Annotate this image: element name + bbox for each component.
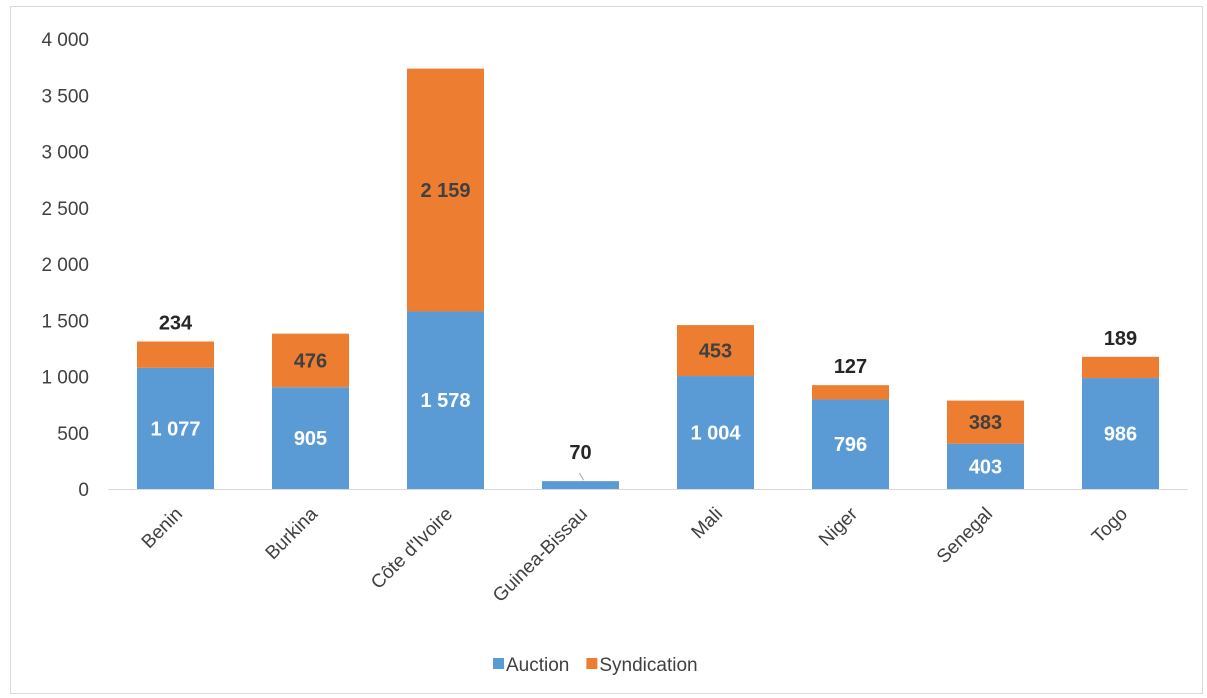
y-tick-label: 500	[57, 424, 89, 445]
x-tick-label: Niger	[815, 503, 862, 550]
y-tick-label: 2 000	[41, 255, 89, 276]
bar-auction-mali	[677, 376, 754, 489]
data-label-syndication-mali: 453	[699, 341, 732, 363]
y-tick-label: 0	[78, 480, 89, 501]
legend-swatch-auction	[493, 658, 504, 669]
bar-auction-guinea-bissau	[542, 481, 619, 489]
bars	[137, 68, 1159, 489]
bar-syndication-benin	[137, 341, 214, 368]
bar-auction-burkina	[272, 387, 349, 489]
bar-auction-c-te-d-ivoire	[407, 311, 484, 489]
data-label-auction-benin: 1 077	[150, 418, 200, 440]
legend-label-auction: Auction	[506, 655, 569, 676]
data-label-syndication-benin: 234	[159, 313, 193, 335]
leader-line	[579, 472, 584, 481]
y-tick-label: 3 000	[41, 143, 89, 164]
data-label-syndication-c-te-d-ivoire: 2 159	[420, 180, 470, 202]
y-tick-label: 1 500	[41, 311, 89, 332]
x-axis: Benin Burkina Côte d'Ivoire Guinea-Bissau Ma…	[108, 489, 1188, 607]
data-label-auction-mali: 1 004	[690, 423, 741, 445]
bar-syndication-c-te-d-ivoire	[407, 68, 484, 312]
x-tick-label: Mali	[688, 504, 727, 543]
bar-syndication-mali	[677, 325, 754, 377]
y-tick-label: 1 000	[41, 368, 89, 389]
data-label-syndication-niger: 127	[834, 356, 867, 378]
bar-auction-togo	[1082, 378, 1159, 489]
data-label-syndication-senegal: 383	[969, 412, 1002, 434]
data-label-auction-togo: 986	[1104, 424, 1137, 446]
y-tick-label: 2 500	[41, 199, 89, 220]
y-axis: 0 500 1 000 1 500 2 000 2 500 3 000 3 500 4 000	[41, 30, 89, 501]
x-tick-label: Burkina	[262, 503, 323, 564]
bar-syndication-burkina	[272, 333, 349, 388]
bar-auction-niger	[812, 399, 889, 489]
y-tick-label: 3 500	[41, 86, 89, 107]
bar-syndication-senegal	[947, 400, 1024, 444]
data-label-auction-guinea-bissau: 70	[569, 442, 591, 464]
bar-syndication-togo	[1082, 356, 1159, 379]
x-tick-label: Guinea-Bissau	[489, 504, 592, 607]
x-tick-label: Côte d'Ivoire	[367, 504, 457, 594]
data-labels: 1 077 234 905 476 1 578 2 159 70 1 004 453 796 127…	[150, 180, 1137, 481]
legend: Auction Syndication	[493, 655, 698, 676]
data-label-syndication-togo: 189	[1104, 328, 1137, 350]
bar-syndication-niger	[812, 385, 889, 400]
data-label-auction-c-te-d-ivoire: 1 578	[420, 390, 470, 412]
x-tick-label: Togo	[1088, 504, 1132, 548]
data-label-syndication-burkina: 476	[294, 350, 327, 372]
legend-swatch-syndication	[586, 658, 598, 669]
data-label-auction-burkina: 905	[294, 428, 327, 450]
legend-label-syndication: Syndication	[599, 655, 697, 676]
x-tick-label: Senegal	[933, 504, 997, 568]
bar-auction-benin	[137, 367, 214, 489]
y-tick-label: 4 000	[41, 30, 89, 51]
bar-auction-senegal	[947, 443, 1024, 489]
x-tick-label: Benin	[138, 504, 187, 553]
data-label-auction-senegal: 403	[969, 456, 1002, 478]
data-label-auction-niger: 796	[834, 434, 867, 456]
